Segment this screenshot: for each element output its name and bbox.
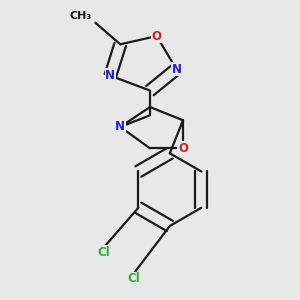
Text: O: O	[152, 30, 162, 43]
Text: N: N	[115, 120, 125, 134]
Text: Cl: Cl	[127, 272, 140, 285]
Text: O: O	[178, 142, 188, 155]
Text: N: N	[105, 69, 116, 82]
Text: N: N	[171, 63, 182, 76]
Text: CH₃: CH₃	[70, 11, 92, 21]
Text: Cl: Cl	[98, 246, 110, 259]
